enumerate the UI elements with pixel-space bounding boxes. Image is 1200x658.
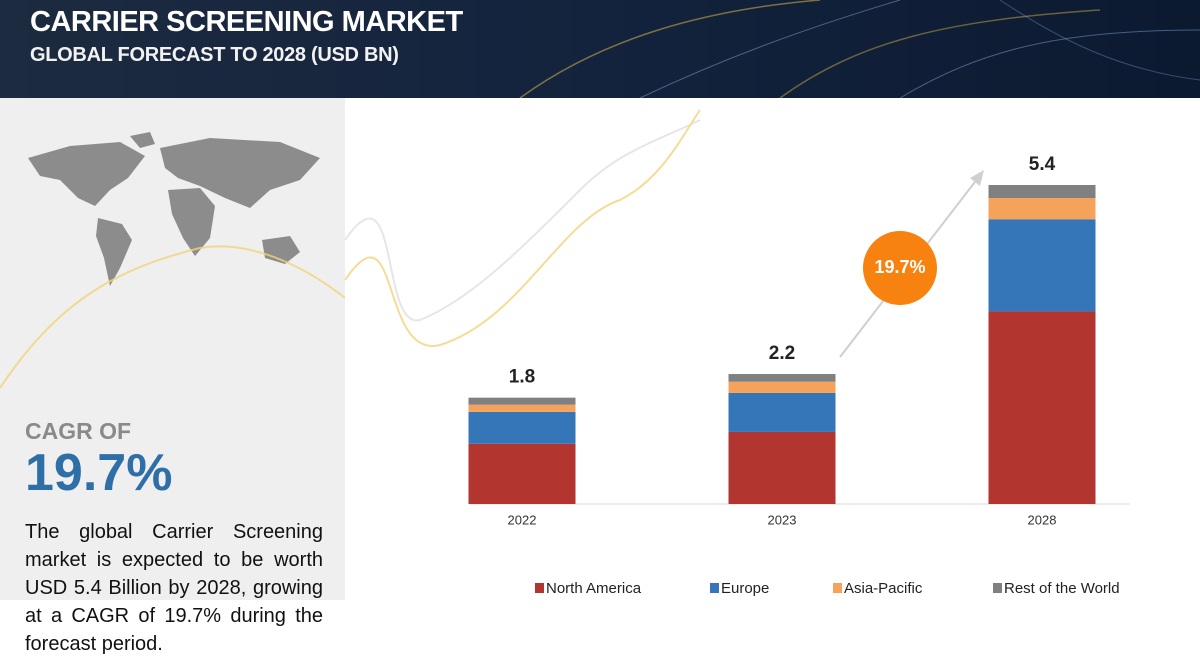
legend-swatch [710,583,719,593]
bar-segment [988,185,1096,198]
cagr-badge [863,231,937,305]
x-tick-label: 2023 [768,512,797,527]
bar-segment [988,311,1096,504]
bar-segment [468,411,576,444]
title: CARRIER SCREENING MARKET [30,6,463,38]
bar-segment [728,381,836,393]
total-label: 1.8 [509,367,535,388]
bar-segment [468,443,576,504]
x-tick-label: 2028 [1028,512,1057,527]
subtitle: GLOBAL FORECAST TO 2028 (USD BN) [30,44,399,66]
x-tick-label: 2022 [508,512,537,527]
total-label: 2.2 [769,343,795,364]
bar-segment [728,392,836,432]
legend-swatch [993,583,1002,593]
decorative-curves [0,245,345,389]
legend-swatch [833,583,842,593]
legend-label: Europe [721,580,769,597]
total-label: 5.4 [1029,154,1056,175]
header: CARRIER SCREENING MARKET GLOBAL FORECAST… [0,0,1200,98]
bar-segment [468,404,576,412]
chart: 19.7% 1.8 2022 2.2 2023 5.4 2028 North America… [344,109,1130,597]
bar-segment [988,197,1096,220]
legend-label: Asia-Pacific [844,580,923,597]
growth-arrowhead [970,170,984,186]
cagr-badge-label: 19.7% [874,257,925,277]
legend-label: North America [546,580,642,597]
bar-segment [728,431,836,504]
header-decoration [519,0,1200,98]
world-map [28,132,320,286]
cagr-value: 19.7% [25,444,173,502]
bar-segment [728,374,836,382]
cagr-label: CAGR OF [25,418,132,444]
legend-label: Rest of the World [1004,580,1120,597]
bar-segment [988,219,1096,312]
legend-swatch [535,583,544,593]
bar-segment [468,397,576,405]
